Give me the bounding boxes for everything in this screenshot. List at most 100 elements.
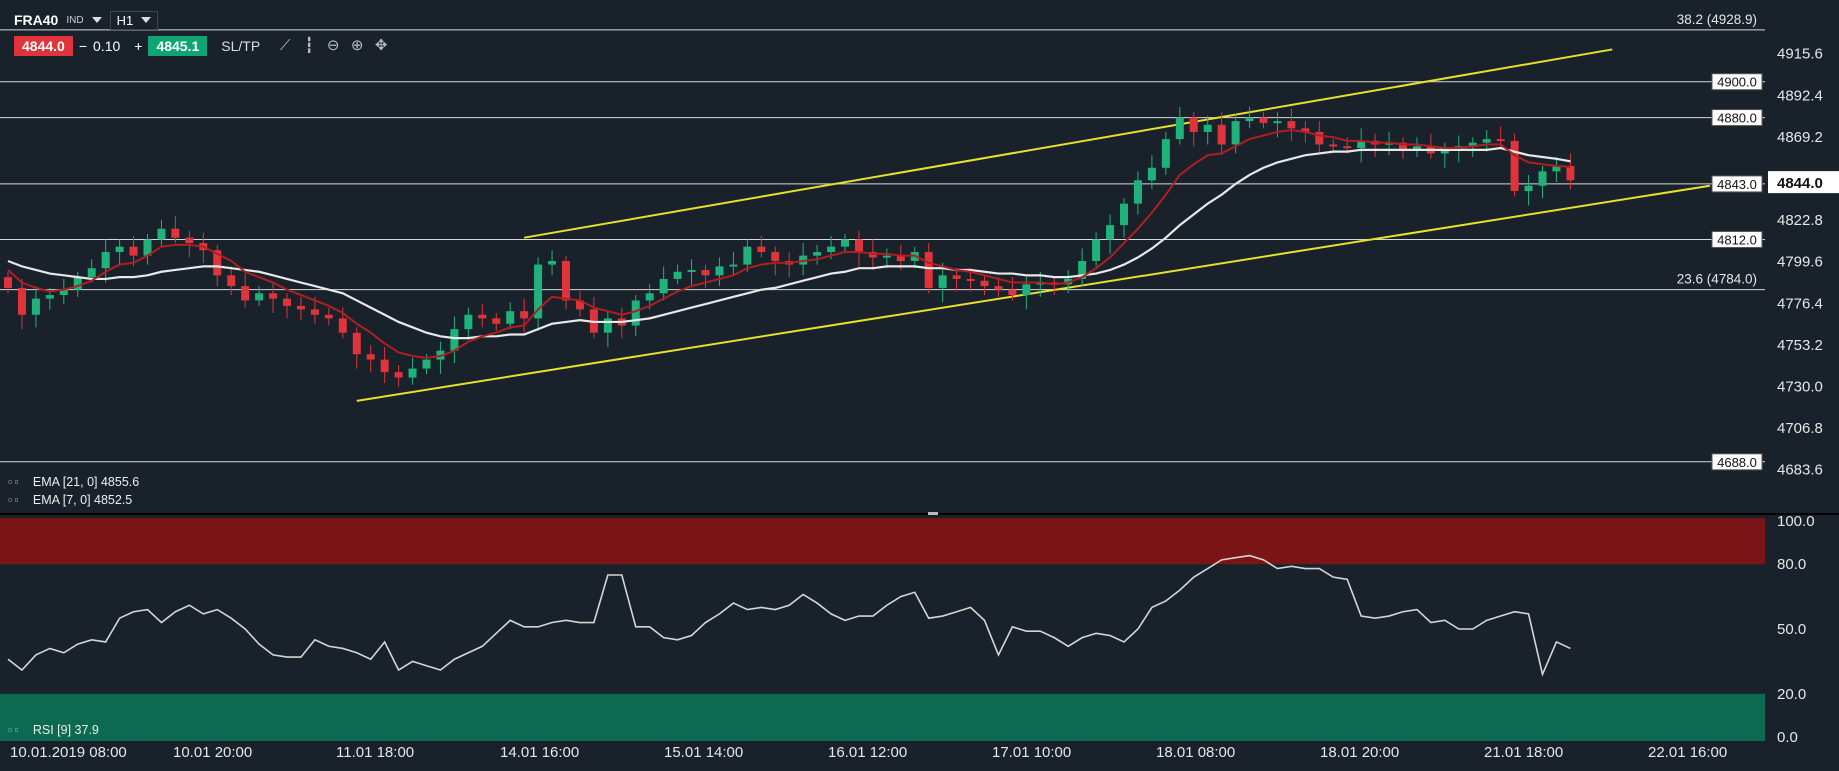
candle-body [366, 354, 375, 360]
candle-body [1524, 185, 1533, 192]
candle-body [478, 314, 487, 319]
candle-body [185, 237, 194, 244]
y-tick-label: 4822.8 [1777, 212, 1823, 229]
candle-body [1287, 121, 1296, 129]
candle-body [115, 246, 124, 253]
x-tick-label: 10.01 20:00 [173, 744, 252, 761]
candle-body [924, 252, 933, 288]
rsi-oversold-zone [0, 693, 1765, 741]
candle-body [1259, 117, 1268, 123]
candle-body [1315, 131, 1324, 145]
candle-body [1496, 139, 1505, 142]
level-label: 4880.0 [1717, 111, 1757, 126]
buy-price-button[interactable]: 4845.1 [148, 36, 208, 56]
candle-body [143, 239, 152, 256]
candle-body [269, 293, 278, 299]
candle-body [1301, 128, 1310, 132]
x-tick-label: 14.01 16:00 [500, 744, 579, 761]
rsi-overbought-zone [0, 518, 1765, 565]
candle-body [408, 368, 417, 378]
candle-body [966, 278, 975, 281]
y-tick-label: 4683.6 [1777, 462, 1823, 479]
candle-body [241, 286, 250, 301]
candle-body [1203, 124, 1212, 132]
zoom-out-icon[interactable]: ⊖ [326, 37, 340, 54]
candle-body [1078, 261, 1087, 279]
candle-body [1412, 146, 1421, 150]
x-tick-label: 16.01 12:00 [828, 744, 907, 761]
rsi-legend[interactable]: ▫▫ RSI [9] 37.9 [8, 723, 99, 737]
ema21-line [7, 146, 1571, 340]
ema21-legend-text: EMA [21, 0] 4855.6 [32, 475, 140, 489]
ema7-legend-text: EMA [7, 0] 4852.5 [32, 493, 133, 507]
x-tick-label: 11.01 18:00 [336, 744, 414, 761]
level-label: 4843.0 [1717, 177, 1757, 192]
symbol-name[interactable]: FRA40 [14, 12, 59, 28]
pane-resize-handle [928, 512, 938, 515]
candle-body [1008, 289, 1017, 296]
candle-body [1273, 121, 1282, 124]
candle-body [4, 277, 12, 288]
ema7-legend[interactable]: ▫▫ EMA [7, 0] 4852.5 [8, 493, 132, 507]
candle-body [450, 329, 459, 351]
candle-body [1468, 142, 1477, 147]
level-label-box [1711, 73, 1763, 91]
symbol-dropdown-icon[interactable] [91, 17, 102, 23]
candle-body [631, 300, 640, 326]
rsi-tick-label: 80.0 [1777, 556, 1806, 573]
line-chart-icon[interactable]: ⟋ [279, 37, 291, 54]
candle-body [1217, 124, 1226, 145]
candle-body [1161, 139, 1170, 168]
ema7-toggle-icon[interactable]: ▫▫ [8, 493, 21, 507]
rsi-tick-label: 100.0 [1777, 513, 1815, 530]
ema21-legend[interactable]: ▫▫ EMA [21, 0] 4855.6 [8, 475, 139, 489]
rsi-legend-text: RSI [9] 37.9 [32, 723, 99, 737]
zoom-in-icon[interactable]: ⊕ [350, 37, 364, 54]
candle-body [394, 372, 403, 378]
candle-body [645, 293, 654, 301]
y-tick-label: 4730.0 [1777, 379, 1823, 396]
candle-body [227, 275, 236, 287]
candle-body [687, 269, 696, 272]
candle-body [534, 264, 543, 319]
sltp-button[interactable]: SL/TP [221, 38, 261, 54]
candle-body [771, 252, 780, 261]
symbol-type: IND [66, 14, 84, 26]
candle-body [506, 311, 515, 324]
candle-body [896, 255, 905, 261]
candle-body [87, 268, 96, 278]
candle-body [1147, 167, 1156, 181]
x-tick-label: 21.01 18:00 [1484, 744, 1563, 761]
y-tick-label: 4915.6 [1777, 46, 1823, 63]
ema21-toggle-icon[interactable]: ▫▫ [8, 475, 21, 489]
fib-level-label: 23.6 (4784.0) [1677, 272, 1757, 287]
pan-icon[interactable]: ✥ [374, 37, 388, 54]
timeframe-selector[interactable]: H1 [109, 10, 159, 30]
candle-type-icon[interactable]: ┇ [304, 37, 314, 54]
candle-body [1106, 225, 1115, 240]
level-label: 4900.0 [1717, 75, 1757, 90]
spread-minus-button[interactable]: − [78, 38, 88, 54]
timeframe-dropdown-icon [141, 17, 152, 23]
spread-plus-button[interactable]: + [134, 38, 143, 54]
rsi-tick-label: 20.0 [1777, 686, 1806, 703]
candle-body [1552, 165, 1561, 172]
candle-body [813, 252, 822, 256]
y-tick-label: 4706.8 [1777, 420, 1823, 437]
candle-body [1120, 203, 1128, 226]
rsi-toggle-icon[interactable]: ▫▫ [8, 723, 21, 737]
candle-body [980, 280, 989, 287]
x-tick-label: 17.01 10:00 [992, 744, 1071, 761]
candle-body [73, 277, 82, 290]
level-label-box [1711, 230, 1763, 248]
candle-body [938, 275, 947, 288]
candle-body [548, 261, 557, 265]
x-tick-label: 10.01.2019 08:00 [10, 744, 127, 761]
candle-body [729, 264, 738, 267]
candle-body [17, 287, 26, 315]
sell-price-button[interactable]: 4844.0 [14, 36, 73, 56]
candle-body [1133, 180, 1142, 204]
fib-level-label: 38.2 (4928.9) [1677, 12, 1757, 27]
candle-body [715, 266, 724, 276]
